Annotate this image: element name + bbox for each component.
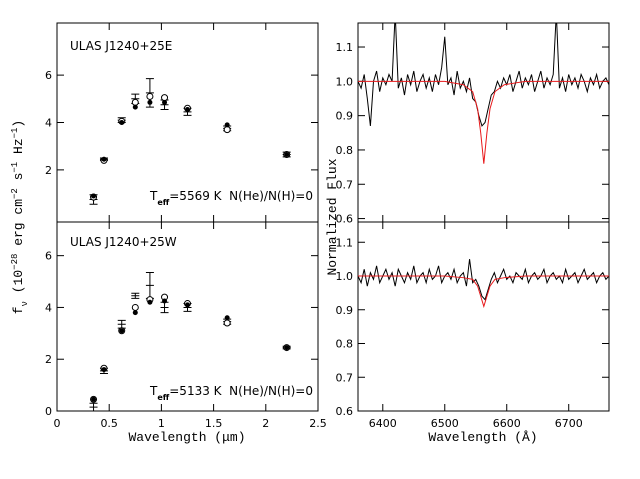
model-filled-point [284, 345, 290, 351]
model-filled-point [147, 99, 153, 105]
x-axis-label: Wavelength (μm) [128, 430, 245, 445]
model-filled-point [162, 99, 168, 105]
spectrum-line [358, 259, 609, 301]
y-axis-label: fν (10−28 erg cm−2 s−1 Hz−1) [10, 120, 30, 315]
model-open-point [131, 303, 139, 311]
model-filled-point [147, 299, 153, 305]
error-bar [89, 402, 98, 412]
y-tick-label: 2 [45, 164, 52, 177]
y-tick-label: 1.1 [336, 236, 354, 249]
plot-area [358, 259, 609, 309]
model-filled-point [185, 106, 190, 112]
x-tick-label: 2 [262, 417, 269, 430]
error-bar [145, 271, 154, 299]
model-filled-point [132, 310, 138, 316]
x-tick-label: 6400 [369, 417, 397, 430]
model-open-point [146, 92, 154, 100]
error-bar [183, 303, 192, 312]
x-tick-label: 6600 [493, 417, 521, 430]
annotation: Teff=5569 K N(He)/N(H)=0 [149, 189, 313, 207]
model-filled-point [119, 328, 125, 334]
error-bar [117, 319, 126, 329]
annotation: Teff=5133 K N(He)/N(H)=0 [149, 384, 313, 402]
y-tick-label: 0.8 [336, 144, 354, 157]
y-tick-label: 0.7 [336, 178, 354, 191]
model-filled-point [132, 104, 138, 110]
model-filled-point [284, 151, 290, 157]
y-tick-label: 1.1 [336, 41, 354, 54]
model-filled-point [101, 367, 107, 373]
error-bar [131, 292, 140, 299]
model-filled-point [162, 298, 168, 304]
panel-title: ULAS J1240+25E [70, 39, 172, 53]
y-tick-label: 0.9 [336, 304, 354, 317]
y-tick-label: 0.6 [336, 405, 354, 418]
y-tick-label: 4 [45, 117, 52, 130]
model-open-point [161, 94, 169, 102]
spectrum-line [358, 80, 609, 164]
plot-frame [357, 221, 610, 412]
x-tick-label: 6700 [555, 417, 583, 430]
x-tick-label: 0.5 [100, 417, 118, 430]
plot-area [358, 23, 609, 164]
x-tick-label: 0 [54, 417, 61, 430]
model-open-point [223, 126, 231, 134]
x-axis-label: Wavelength (Å) [428, 430, 537, 445]
model-filled-point [101, 156, 107, 162]
y-tick-label: 1.0 [336, 75, 354, 88]
model-filled-point [185, 302, 190, 308]
model-filled-point [91, 193, 97, 199]
y-tick-label: 0.8 [336, 338, 354, 351]
model-open-point [223, 319, 231, 327]
y-tick-label: 0 [45, 405, 52, 418]
plot-frame [56, 221, 319, 412]
x-tick-label: 6500 [431, 417, 459, 430]
model-filled-point [91, 396, 97, 402]
model-filled-point [224, 315, 230, 321]
spectrum-line [358, 275, 609, 309]
y-tick-label: 0.9 [336, 110, 354, 123]
y-tick-label: 0.7 [336, 371, 354, 384]
model-filled-point [119, 120, 125, 125]
plot-frame [357, 22, 610, 223]
x-tick-label: 1.5 [205, 417, 223, 430]
model-open-point [131, 98, 139, 106]
error-bar [160, 301, 169, 314]
model-filled-point [224, 122, 230, 128]
y-tick-label: 6 [45, 69, 52, 82]
x-tick-label: 1 [158, 417, 165, 430]
error-bar [145, 78, 154, 108]
y-tick-label: 0.6 [336, 213, 354, 226]
spectrum-line [358, 23, 609, 127]
x-tick-label: 2.5 [309, 417, 327, 430]
panel-title: ULAS J1240+25W [70, 235, 177, 249]
y-tick-label: 2 [45, 353, 52, 366]
y-tick-label: 1.0 [336, 270, 354, 283]
y-axis-label: Normalized Flux [325, 158, 340, 275]
y-tick-label: 6 [45, 250, 52, 263]
y-tick-label: 4 [45, 301, 52, 314]
